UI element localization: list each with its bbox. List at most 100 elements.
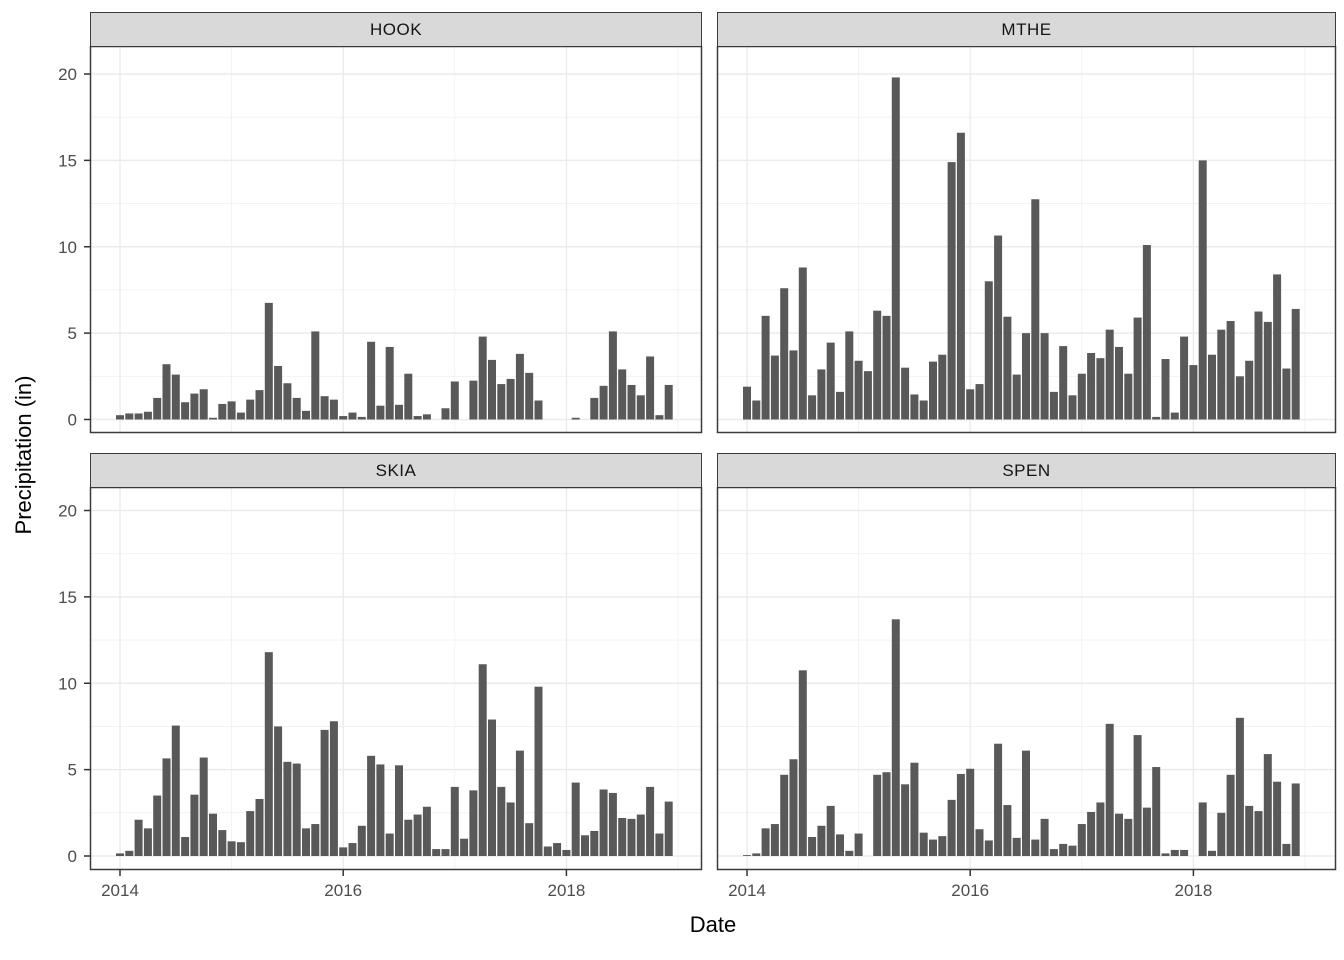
precipitation-bar	[901, 367, 910, 420]
precipitation-bar	[836, 391, 844, 420]
precipitation-bar	[618, 817, 627, 856]
precipitation-bar	[181, 402, 190, 420]
precipitation-bar	[1245, 360, 1254, 420]
precipitation-bar	[608, 792, 617, 856]
precipitation-bar	[292, 397, 301, 420]
precipitation-bar	[1087, 352, 1096, 420]
precipitation-bar	[938, 354, 947, 420]
precipitation-bar	[1068, 395, 1077, 420]
precipitation-bar	[1161, 359, 1170, 420]
precipitation-bar	[752, 853, 761, 856]
precipitation-bar	[395, 765, 403, 856]
precipitation-bar	[404, 819, 413, 856]
precipitation-bar	[608, 331, 617, 420]
panel-background	[90, 46, 702, 433]
precipitation-bar	[153, 795, 162, 856]
precipitation-bar	[153, 397, 162, 420]
y-tick-label: 15	[58, 588, 77, 607]
precipitation-bar	[1115, 813, 1123, 856]
precipitation-bar	[966, 389, 975, 420]
precipitation-bar	[1049, 391, 1058, 420]
precipitation-bar	[302, 410, 310, 420]
precipitation-bar	[134, 413, 143, 420]
precipitation-bar	[329, 721, 338, 856]
precipitation-bar	[789, 759, 798, 856]
precipitation-bar	[190, 794, 199, 856]
precipitation-bar	[497, 786, 506, 856]
precipitation-bar	[1180, 336, 1189, 420]
precipitation-bar	[311, 824, 320, 856]
precipitation-bar	[320, 729, 329, 856]
precipitation-bar	[246, 399, 255, 420]
precipitation-bar	[171, 374, 180, 420]
precipitation-bar	[274, 365, 283, 420]
y-tick-label: 10	[58, 674, 77, 693]
precipitation-bar	[515, 750, 524, 856]
precipitation-bar	[441, 408, 450, 420]
precipitation-bar	[1282, 368, 1291, 420]
precipitation-bar	[329, 399, 338, 420]
precipitation-bar	[255, 390, 264, 420]
precipitation-bar	[590, 830, 599, 856]
precipitation-bar	[181, 836, 190, 856]
precipitation-bar	[817, 825, 826, 856]
precipitation-bar	[413, 814, 422, 856]
precipitation-bar	[385, 833, 394, 856]
precipitation-bar	[469, 790, 478, 856]
precipitation-bar	[209, 813, 217, 856]
precipitation-bar	[525, 372, 534, 420]
precipitation-bar	[1115, 346, 1123, 420]
precipitation-bar	[966, 768, 975, 856]
x-tick-label: 2016	[324, 881, 362, 900]
precipitation-bar	[1031, 199, 1040, 420]
precipitation-bar	[627, 384, 636, 420]
precipitation-bar	[770, 824, 779, 856]
precipitation-bar	[264, 302, 273, 420]
precipitation-bar	[1040, 333, 1049, 420]
precipitation-bar	[618, 369, 627, 420]
y-tick-label: 0	[68, 847, 77, 866]
facet-strip-mthe: MTHE	[717, 12, 1336, 47]
precipitation-bar	[1217, 329, 1226, 420]
precipitation-bar	[929, 839, 937, 856]
precipitation-bar	[882, 315, 891, 420]
precipitation-bar	[1105, 723, 1114, 856]
x-tick-label: 2014	[101, 881, 139, 900]
precipitation-bar	[292, 763, 301, 856]
precipitation-bar	[789, 350, 798, 420]
precipitation-bar	[910, 762, 919, 856]
precipitation-bar	[761, 828, 770, 856]
precipitation-bar	[956, 773, 965, 856]
precipitation-bar	[525, 823, 534, 856]
precipitation-bar	[1068, 845, 1077, 856]
precipitation-bar	[478, 336, 487, 420]
precipitation-bar	[255, 798, 264, 856]
precipitation-bar	[162, 364, 171, 420]
precipitation-bar	[1291, 308, 1300, 420]
precipitation-bar	[283, 383, 292, 420]
precipitation-bar	[1282, 843, 1291, 856]
y-tick-label: 5	[68, 324, 77, 343]
precipitation-bar	[302, 828, 310, 856]
precipitation-bar	[873, 774, 882, 856]
precipitation-bar	[171, 725, 180, 856]
precipitation-bar	[283, 761, 292, 856]
precipitation-bar	[1226, 774, 1235, 856]
precipitation-bar	[845, 331, 854, 420]
precipitation-bar	[655, 415, 664, 420]
precipitation-bar	[143, 828, 152, 856]
precipitation-bar	[488, 719, 496, 856]
precipitation-bar	[599, 789, 608, 856]
precipitation-bar	[882, 772, 891, 856]
precipitation-bar	[432, 849, 441, 856]
precipitation-bar	[836, 834, 844, 856]
precipitation-bar	[376, 764, 385, 856]
precipitation-bar	[1198, 160, 1207, 420]
y-tick-label: 10	[58, 238, 77, 257]
y-tick-label: 15	[58, 151, 77, 170]
precipitation-bar	[348, 412, 357, 420]
precipitation-bar	[1059, 346, 1068, 420]
precipitation-bar	[956, 132, 965, 420]
precipitation-bar	[1273, 274, 1282, 420]
